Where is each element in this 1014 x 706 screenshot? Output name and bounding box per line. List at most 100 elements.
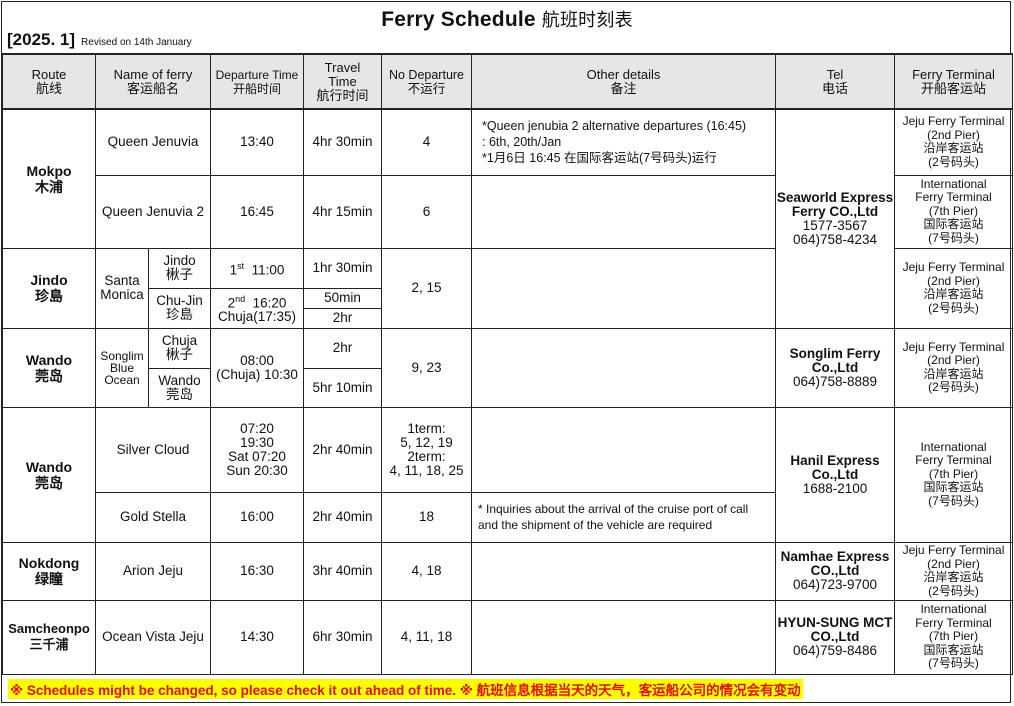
table-row: Queen Jenuvia 2 16:45 4hr 15min 6 Intern… <box>3 174 1013 249</box>
other-details <box>471 599 776 675</box>
table-row: Jindo 珍島 Santa Monica Jindo 楸子 1st 11:00… <box>2 247 1013 329</box>
ferry-name: Songlim Blue Ocean <box>95 327 149 408</box>
other-details <box>471 247 776 329</box>
no-departure: 9, 23 <box>381 327 472 408</box>
travel-time: 5hr 10min <box>303 367 382 408</box>
terminal: Jeju Ferry Terminal (2nd Pier) 沿岸客运站 (2号… <box>894 541 1013 601</box>
travel-time: 2hr <box>303 327 382 369</box>
route-samcheonpo: Samcheonpo 三千浦 <box>2 599 96 675</box>
no-departure: 4 <box>381 108 472 176</box>
route-nokdong: Nokdong 绿瞳 <box>2 541 96 601</box>
phone-numbers: 064)723-9700 <box>792 577 878 592</box>
departure-time: 13:40 <box>210 108 304 176</box>
travel-time: 2hr 40min <box>303 491 382 543</box>
terminal: Jeju Ferry Terminal (2nd Pier) 沿岸客运站 (2号… <box>894 247 1013 329</box>
travel-time: 6hr 30min <box>303 599 382 675</box>
terminal: International Ferry Terminal (7th Pier) … <box>894 599 1013 675</box>
travel-time: 50min <box>303 287 382 309</box>
company-name: Songlim Ferry Co.,Ltd <box>789 345 881 375</box>
route-wando: Wando 莞岛 <box>2 327 96 408</box>
other-details: *Queen jenubia 2 alternative departures … <box>471 108 776 176</box>
route-mokpo: Mokpo 木浦 <box>2 108 96 249</box>
issue-label: [2025. 1] Revised on 14th January <box>7 30 192 50</box>
ferry-name: Queen Jenuvia 2 <box>95 174 211 249</box>
company-name: Seaworld Express Ferry CO.,Ltd <box>776 189 894 219</box>
departure-note: Chuja(17:35) <box>217 309 297 325</box>
title-cn: 航班时刻表 <box>541 10 633 30</box>
ferry-name: Ocean Vista Jeju <box>95 599 211 675</box>
departure-time: 07:20 19:30 Sat 07:20 Sun 20:30 <box>210 406 304 493</box>
route-jindo: Jindo 珍島 <box>2 247 96 329</box>
no-departure: 1term: 5, 12, 19 2term: 4, 11, 18, 25 <box>381 406 472 493</box>
no-departure: 6 <box>381 174 472 249</box>
table-row: Mokpo 木浦 Queen Jenuvia 13:40 4hr 30min 4… <box>2 108 1013 329</box>
leg-name: Chuja 楸子 <box>148 327 211 369</box>
travel-time: 4hr 15min <box>303 174 382 249</box>
ferry-name: Arion Jeju <box>95 541 211 601</box>
ordinal: 2 <box>227 295 236 311</box>
table-row: Samcheonpo 三千浦 Ocean Vista Jeju 14:30 6h… <box>2 599 1013 675</box>
terminal: International Ferry Terminal (7th Pier) … <box>894 174 1013 249</box>
terminal: International Ferry Terminal (7th Pier) … <box>894 406 1013 543</box>
table-row: Nokdong 绿瞳 Arion Jeju 16:30 3hr 40min 4,… <box>2 541 1013 601</box>
leg-name: Jindo 楸子 <box>148 247 211 289</box>
col-departure: Departure Time 开船时间 <box>210 53 304 110</box>
col-tel: Tel 电话 <box>775 53 895 110</box>
terminal: Jeju Ferry Terminal (2nd Pier) 沿岸客运站 (2号… <box>894 108 1013 176</box>
company-name: HYUN-SUNG MCT CO.,Ltd <box>777 615 893 644</box>
table-row: Wando 莞岛 Silver Cloud 07:20 19:30 Sat 07… <box>2 406 1013 543</box>
table-row: Gold Stella 16:00 2hr 40min 18 * Inquiri… <box>3 491 1013 543</box>
phone-numbers: 064)759-8486 <box>792 643 878 658</box>
ferry-name: Queen Jenuvia <box>95 108 211 176</box>
title-en: Ferry Schedule <box>381 8 536 31</box>
schedule-table: Route 航线 Name of ferry 客运船名 Departure Ti… <box>2 53 1013 675</box>
travel-time: 3hr 40min <box>303 541 382 601</box>
tel-hanil: Hanil Express Co.,Ltd 1688-2100 <box>775 406 895 543</box>
company-name: Namhae Express CO.,Ltd <box>780 549 890 578</box>
departure-time: 14:30 <box>210 599 304 675</box>
schedule-change-notice: ※ Schedules might be changed, so please … <box>8 679 803 699</box>
leg-name: Wando 莞岛 <box>148 367 211 408</box>
ferry-name: Gold Stella <box>95 491 211 543</box>
col-route: Route 航线 <box>2 53 96 110</box>
ordinal-suffix: st <box>237 260 245 271</box>
leg-name: Chu-Jin 珍島 <box>148 287 211 329</box>
other-details: * Inquiries about the arrival of the cru… <box>471 491 776 543</box>
col-terminal: Ferry Terminal 开船客运站 <box>894 53 1013 110</box>
ferry-name: Silver Cloud <box>95 406 211 493</box>
col-other: Other details 备注 <box>471 53 776 110</box>
no-departure: 2, 15 <box>381 247 472 329</box>
other-details <box>471 406 776 493</box>
col-travel: Travel Time 航行时间 <box>303 53 382 110</box>
other-details <box>471 174 776 249</box>
issue-date: [2025. 1] <box>7 30 76 49</box>
no-departure: 18 <box>381 491 472 543</box>
col-no-departure: No Departure 不运行 <box>381 53 472 110</box>
table-row: Wando 莞岛 Songlim Blue Ocean Chuja 楸子 08:… <box>2 327 1013 408</box>
departure-time: 2nd 16:20 Chuja(17:35) <box>210 287 304 329</box>
tel-seaworld: Seaworld Express Ferry CO.,Ltd 1577-3567 … <box>775 108 895 329</box>
phone-numbers: 064)758-8889 <box>792 373 878 389</box>
ordinal-suffix: nd <box>235 293 246 304</box>
departure-time: 16:45 <box>210 174 304 249</box>
travel-time: 2hr 40min <box>303 406 382 493</box>
travel-time: 2hr <box>303 307 382 329</box>
departure-time: 08:00 (Chuja) 10:30 <box>210 327 304 408</box>
no-departure: 4, 18 <box>381 541 472 601</box>
col-ferry: Name of ferry 客运船名 <box>95 53 211 110</box>
page-title: Ferry Schedule 航班时刻表 <box>0 6 1014 32</box>
ferry-name: Santa Monica <box>95 247 149 329</box>
travel-time: 4hr 30min <box>303 108 382 176</box>
company-name: Hanil Express Co.,Ltd <box>790 452 880 482</box>
table-row: Chu-Jin 珍島 2nd 16:20 Chuja(17:35) 50min <box>3 287 1013 329</box>
departure-time: 16:30 <box>210 541 304 601</box>
travel-time: 1hr 30min <box>303 247 382 289</box>
tel-namhae: Namhae Express CO.,Ltd 064)723-9700 <box>775 541 895 601</box>
departure-time: 16:00 <box>210 491 304 543</box>
departure-time: 1st 11:00 <box>210 247 304 289</box>
phone-numbers: 1688-2100 <box>802 480 868 496</box>
other-details <box>471 327 776 408</box>
tel-hyunsung: HYUN-SUNG MCT CO.,Ltd 064)759-8486 <box>775 599 895 675</box>
header-row: Route 航线 Name of ferry 客运船名 Departure Ti… <box>2 53 1013 110</box>
table-row: Wando 莞岛 5hr 10min <box>3 367 1013 408</box>
